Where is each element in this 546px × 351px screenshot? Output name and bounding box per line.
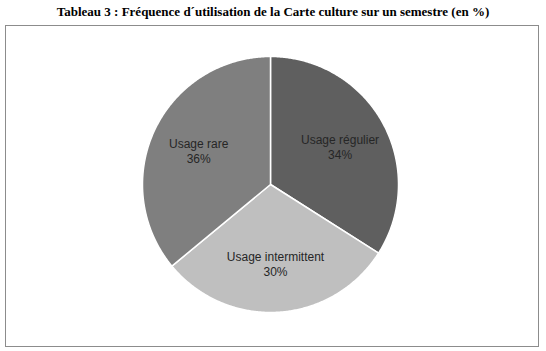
svg-text:Usage intermittent30%: Usage intermittent30% [227,250,325,279]
html-text:Tableau 3 : Fréquence d´utilis: Tableau 3 : Fréquence d´utilisation de l… [56,4,490,19]
svg-text:Usage rare36%: Usage rare36% [169,137,229,166]
svg-text:Usage régulier34%: Usage régulier34% [301,133,379,162]
